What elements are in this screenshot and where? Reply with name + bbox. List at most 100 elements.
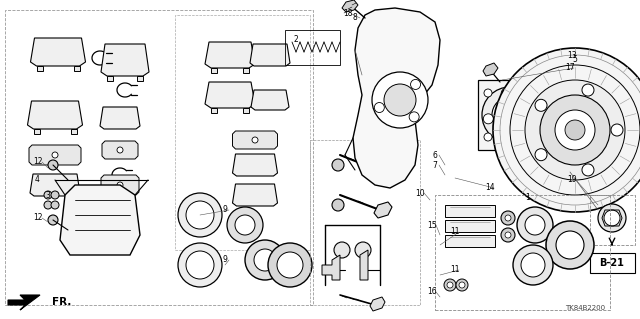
- Text: 12: 12: [33, 158, 43, 167]
- Circle shape: [484, 89, 492, 97]
- Circle shape: [117, 147, 123, 153]
- Circle shape: [505, 232, 511, 238]
- Circle shape: [521, 253, 545, 277]
- Text: 12: 12: [33, 213, 43, 222]
- Circle shape: [505, 215, 511, 221]
- Circle shape: [582, 164, 594, 176]
- Circle shape: [268, 243, 312, 287]
- Text: 11: 11: [451, 265, 460, 275]
- Polygon shape: [251, 90, 289, 110]
- Bar: [590, 253, 635, 273]
- Circle shape: [582, 84, 594, 96]
- Polygon shape: [33, 129, 40, 134]
- Text: 10: 10: [415, 189, 425, 197]
- Polygon shape: [243, 68, 249, 73]
- Polygon shape: [36, 66, 42, 71]
- Circle shape: [44, 201, 52, 209]
- Polygon shape: [211, 108, 217, 113]
- Circle shape: [277, 252, 303, 278]
- Text: 5: 5: [573, 56, 577, 64]
- Circle shape: [501, 211, 515, 225]
- Circle shape: [332, 159, 344, 171]
- Circle shape: [565, 120, 585, 140]
- Circle shape: [456, 279, 468, 291]
- Circle shape: [524, 99, 534, 109]
- Circle shape: [556, 231, 584, 259]
- Circle shape: [409, 112, 419, 122]
- Circle shape: [384, 84, 416, 116]
- Text: 11: 11: [451, 227, 460, 236]
- Text: 13: 13: [567, 50, 577, 60]
- Circle shape: [501, 132, 511, 142]
- Polygon shape: [211, 68, 217, 73]
- Circle shape: [117, 182, 123, 188]
- Polygon shape: [107, 76, 113, 81]
- Circle shape: [444, 279, 456, 291]
- Circle shape: [535, 149, 547, 161]
- Circle shape: [525, 80, 625, 180]
- Text: 2: 2: [294, 35, 298, 44]
- Text: TK84B2200: TK84B2200: [565, 305, 605, 311]
- Circle shape: [513, 245, 553, 285]
- Circle shape: [546, 221, 594, 269]
- Circle shape: [48, 215, 58, 225]
- Circle shape: [252, 137, 258, 143]
- Circle shape: [51, 191, 59, 199]
- Bar: [445, 235, 495, 247]
- Circle shape: [227, 207, 263, 243]
- Circle shape: [447, 282, 453, 288]
- Polygon shape: [232, 154, 278, 176]
- Polygon shape: [374, 202, 392, 218]
- Circle shape: [525, 215, 545, 235]
- Text: 9: 9: [223, 256, 227, 264]
- Circle shape: [178, 193, 222, 237]
- Text: 18: 18: [343, 10, 353, 19]
- Text: 1: 1: [525, 194, 531, 203]
- Polygon shape: [360, 250, 368, 280]
- Circle shape: [44, 191, 52, 199]
- Polygon shape: [342, 0, 358, 12]
- Polygon shape: [384, 167, 402, 183]
- Polygon shape: [205, 42, 255, 68]
- Text: 14: 14: [485, 183, 495, 192]
- Polygon shape: [28, 101, 83, 129]
- Polygon shape: [322, 255, 340, 280]
- Polygon shape: [60, 185, 140, 255]
- Circle shape: [372, 72, 428, 128]
- Bar: [590, 195, 635, 245]
- Polygon shape: [205, 82, 255, 108]
- Bar: [445, 205, 495, 217]
- Bar: [285, 30, 340, 65]
- Circle shape: [517, 207, 553, 243]
- Polygon shape: [243, 108, 249, 113]
- Circle shape: [186, 201, 214, 229]
- Circle shape: [540, 95, 610, 165]
- Text: 7: 7: [433, 160, 437, 169]
- Text: 6: 6: [433, 151, 437, 160]
- Polygon shape: [101, 44, 149, 76]
- Circle shape: [235, 215, 255, 235]
- Circle shape: [492, 97, 528, 133]
- Circle shape: [502, 107, 518, 123]
- Text: 3: 3: [45, 190, 51, 199]
- Circle shape: [51, 201, 59, 209]
- Polygon shape: [232, 131, 278, 149]
- Circle shape: [254, 249, 276, 271]
- Polygon shape: [370, 297, 385, 311]
- Text: 4: 4: [35, 175, 40, 184]
- Circle shape: [178, 243, 222, 287]
- Text: FR.: FR.: [52, 297, 72, 307]
- Circle shape: [501, 228, 515, 242]
- Polygon shape: [29, 145, 81, 165]
- Circle shape: [598, 204, 626, 232]
- Text: 17: 17: [565, 63, 575, 72]
- Bar: [5, 10, 313, 305]
- Circle shape: [459, 282, 465, 288]
- Text: 19: 19: [567, 175, 577, 184]
- Bar: [175, 15, 310, 250]
- Bar: [445, 220, 495, 232]
- Polygon shape: [70, 129, 77, 134]
- Circle shape: [355, 242, 371, 258]
- Circle shape: [501, 88, 511, 98]
- Polygon shape: [250, 44, 290, 66]
